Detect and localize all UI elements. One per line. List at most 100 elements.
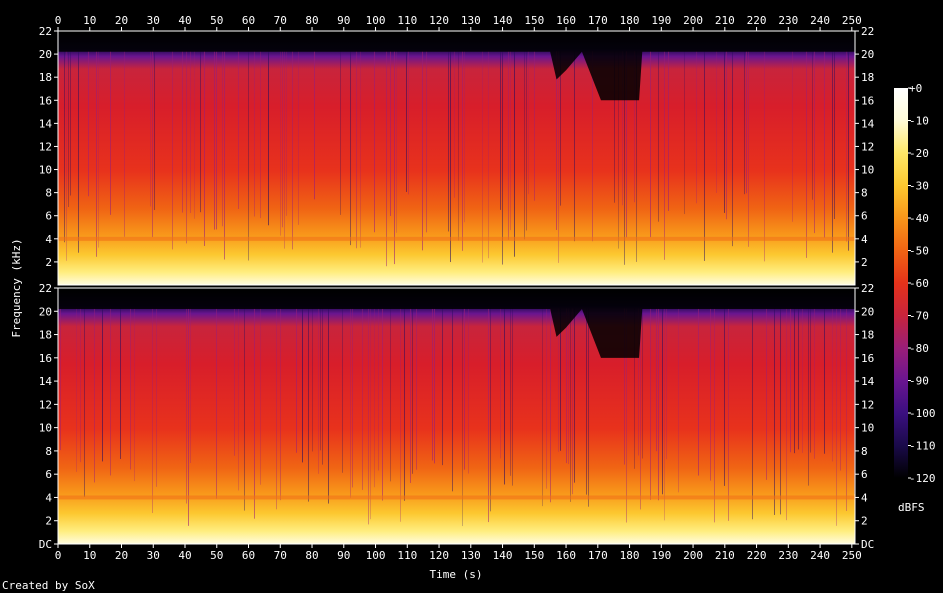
energy-column bbox=[342, 308, 343, 473]
y-tick-label: 12 bbox=[861, 398, 874, 411]
x-tick-label: 80 bbox=[305, 549, 318, 562]
energy-column bbox=[356, 51, 357, 249]
energy-column bbox=[268, 51, 269, 226]
energy-column bbox=[412, 308, 413, 474]
energy-column bbox=[848, 51, 849, 251]
y-tick-label: 10 bbox=[39, 422, 52, 435]
energy-column bbox=[64, 51, 65, 243]
y-tick-label: 6 bbox=[45, 210, 52, 223]
energy-column bbox=[328, 308, 329, 504]
y-tick-label: 22 bbox=[861, 282, 874, 295]
energy-column bbox=[790, 308, 791, 453]
energy-column bbox=[292, 51, 293, 250]
x-tick-label: 180 bbox=[620, 549, 640, 562]
x-tick-label: 170 bbox=[588, 549, 608, 562]
y-tick-label: 8 bbox=[45, 445, 52, 458]
energy-column bbox=[260, 51, 261, 219]
x-tick-label: 0 bbox=[55, 14, 62, 27]
energy-column bbox=[322, 308, 323, 465]
energy-column bbox=[318, 308, 319, 474]
x-tick-label: 20 bbox=[115, 549, 128, 562]
energy-column bbox=[94, 308, 95, 483]
x-tick-label: 70 bbox=[274, 14, 287, 27]
energy-column bbox=[222, 51, 223, 227]
x-tick-label: 200 bbox=[683, 549, 703, 562]
energy-column bbox=[448, 51, 449, 232]
energy-column bbox=[450, 51, 451, 263]
y-tick-label: 8 bbox=[45, 187, 52, 200]
colorbar-tick-label: -80 bbox=[909, 342, 929, 355]
energy-column bbox=[574, 308, 575, 483]
energy-column bbox=[542, 308, 543, 507]
x-axis-label: Time (s) bbox=[430, 568, 483, 581]
band-4khz bbox=[58, 495, 855, 500]
y-tick-label: 16 bbox=[861, 352, 874, 365]
energy-column bbox=[748, 51, 749, 247]
energy-column bbox=[280, 51, 281, 236]
x-tick-label: 40 bbox=[178, 14, 191, 27]
energy-column bbox=[260, 308, 261, 485]
energy-column bbox=[190, 51, 191, 213]
energy-column bbox=[458, 51, 459, 241]
y-tick-label: 18 bbox=[861, 329, 874, 342]
energy-column bbox=[570, 308, 571, 502]
energy-column bbox=[832, 51, 833, 253]
energy-column bbox=[588, 308, 589, 507]
channel-1-energy-columns bbox=[58, 51, 855, 267]
y-tick-label: 18 bbox=[861, 71, 874, 84]
energy-column bbox=[312, 308, 313, 452]
x-tick-label: 90 bbox=[337, 549, 350, 562]
energy-column bbox=[624, 51, 625, 265]
energy-column bbox=[432, 308, 433, 461]
energy-column bbox=[488, 308, 489, 523]
energy-column bbox=[546, 308, 547, 489]
energy-column bbox=[808, 308, 809, 486]
energy-column bbox=[832, 308, 833, 462]
energy-column bbox=[650, 51, 651, 238]
x-tick-label: 10 bbox=[83, 14, 96, 27]
energy-column bbox=[314, 51, 315, 200]
x-tick-label: 140 bbox=[493, 549, 513, 562]
energy-column bbox=[634, 51, 635, 203]
colorbar-scale bbox=[894, 88, 908, 478]
y-tick-label: 22 bbox=[39, 282, 52, 295]
energy-column bbox=[724, 308, 725, 486]
energy-column bbox=[410, 308, 411, 483]
energy-column bbox=[182, 51, 183, 213]
energy-column bbox=[374, 51, 375, 233]
energy-column bbox=[464, 308, 465, 470]
energy-column bbox=[102, 308, 103, 462]
y-tick-label: 6 bbox=[45, 468, 52, 481]
x-tick-label: 120 bbox=[429, 549, 449, 562]
energy-column bbox=[728, 308, 729, 521]
energy-column bbox=[130, 308, 131, 470]
energy-column bbox=[824, 308, 825, 454]
energy-column bbox=[462, 308, 463, 527]
colorbar-tick-label: -30 bbox=[909, 180, 929, 193]
x-tick-label: 40 bbox=[178, 549, 191, 562]
y-tick-label: 4 bbox=[45, 491, 52, 504]
energy-column bbox=[524, 51, 525, 240]
y-tick-label: 10 bbox=[861, 164, 874, 177]
energy-column bbox=[812, 51, 813, 200]
energy-column bbox=[622, 51, 623, 206]
energy-column bbox=[526, 51, 527, 231]
energy-column bbox=[296, 308, 297, 453]
energy-column bbox=[282, 51, 283, 228]
y-tick-label: 4 bbox=[45, 233, 52, 246]
energy-column bbox=[298, 51, 299, 225]
energy-column bbox=[408, 51, 409, 195]
y-axis-label: Frequency (kHz) bbox=[10, 238, 23, 337]
energy-column bbox=[534, 51, 535, 201]
energy-column bbox=[574, 51, 575, 242]
energy-column bbox=[394, 51, 395, 265]
x-tick-label: 190 bbox=[651, 549, 671, 562]
x-tick-label: 150 bbox=[524, 549, 544, 562]
energy-column bbox=[442, 308, 443, 466]
y-tick-label: 22 bbox=[39, 25, 52, 38]
energy-column bbox=[500, 308, 501, 459]
energy-column bbox=[462, 51, 463, 251]
energy-column bbox=[556, 51, 557, 230]
